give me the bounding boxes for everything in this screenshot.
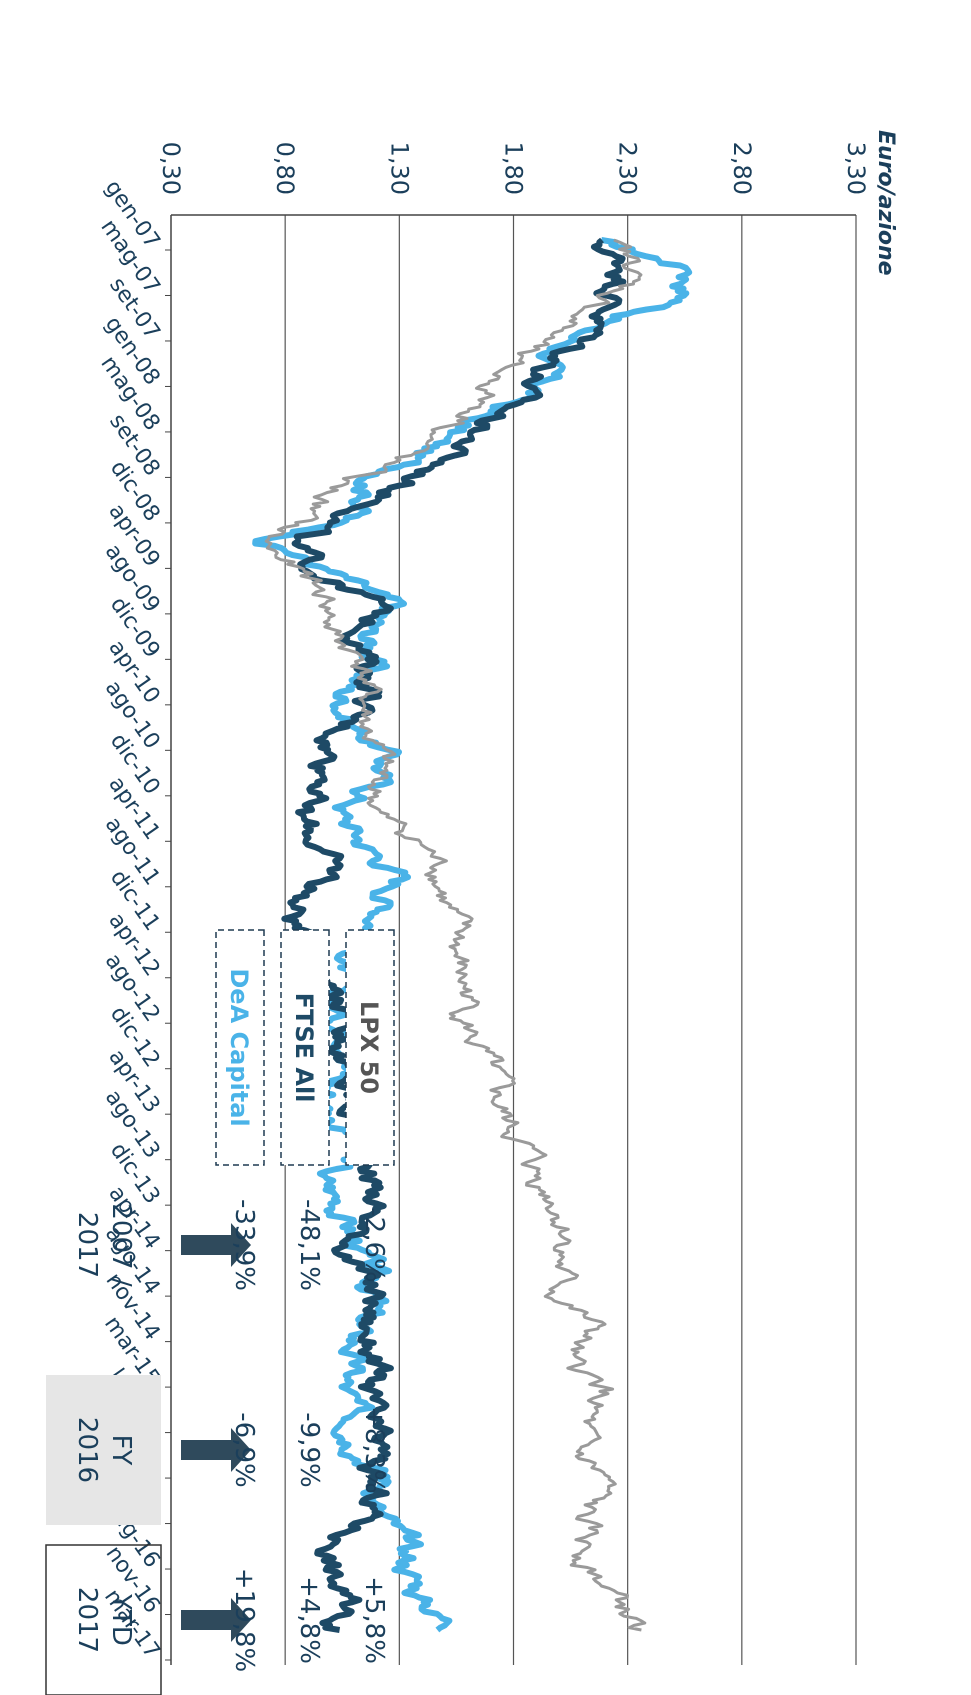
axes [170,214,856,1665]
arrow-icon [181,1428,251,1472]
legend-box [345,929,395,1166]
period-value: +4,8% [294,1576,324,1664]
legend-box [215,929,265,1166]
period-value: -2,6% [359,1207,389,1282]
series-line-lpx-50 [264,238,647,1632]
period-header-box [46,1375,161,1525]
y-tick-label: 0,30 [157,142,185,195]
arrow-icon [181,1223,251,1267]
period-label: 2016 [72,1417,102,1483]
y-axis-label: Euro/azione [873,130,898,276]
legend-label: FTSE All [290,993,318,1103]
period-label: 2007 / [106,1203,136,1286]
period-value: -48,1% [294,1199,324,1291]
y-tick-label: 3,30 [842,142,870,195]
y-tick-labels: 3,30 2,80 2,30 1,80 1,30 0,80 0,30 [157,142,870,195]
legend-label: DeA Capital [225,968,253,1126]
period-value: -33,9% [229,1199,259,1291]
period-value: +8,3% [359,1406,389,1494]
arrow-icon [181,1598,251,1642]
legend: DeA Capital FTSE All LPX 50 [215,929,395,1166]
series-line-ftse-all [281,237,627,1633]
period-value: -9,9% [294,1412,324,1487]
y-tick-label: 1,30 [385,142,413,195]
y-tick-label: 2,30 [614,142,642,195]
period-label: FY [106,1435,136,1466]
y-tick-label: 0,80 [271,142,299,195]
y-tick-label: 1,80 [500,142,528,195]
period-value: +19,8% [229,1568,259,1672]
period-label: 2017 [72,1587,102,1653]
y-tick-label: 2,80 [728,142,756,195]
legend-label: LPX 50 [355,1001,383,1094]
period-value: +5,8% [359,1576,389,1664]
period-header-box [45,1544,162,1695]
period-value: -6,9% [229,1412,259,1487]
period-label: YTD [106,1593,136,1646]
legend-box [280,929,330,1166]
period-label: 2017 [72,1212,102,1278]
